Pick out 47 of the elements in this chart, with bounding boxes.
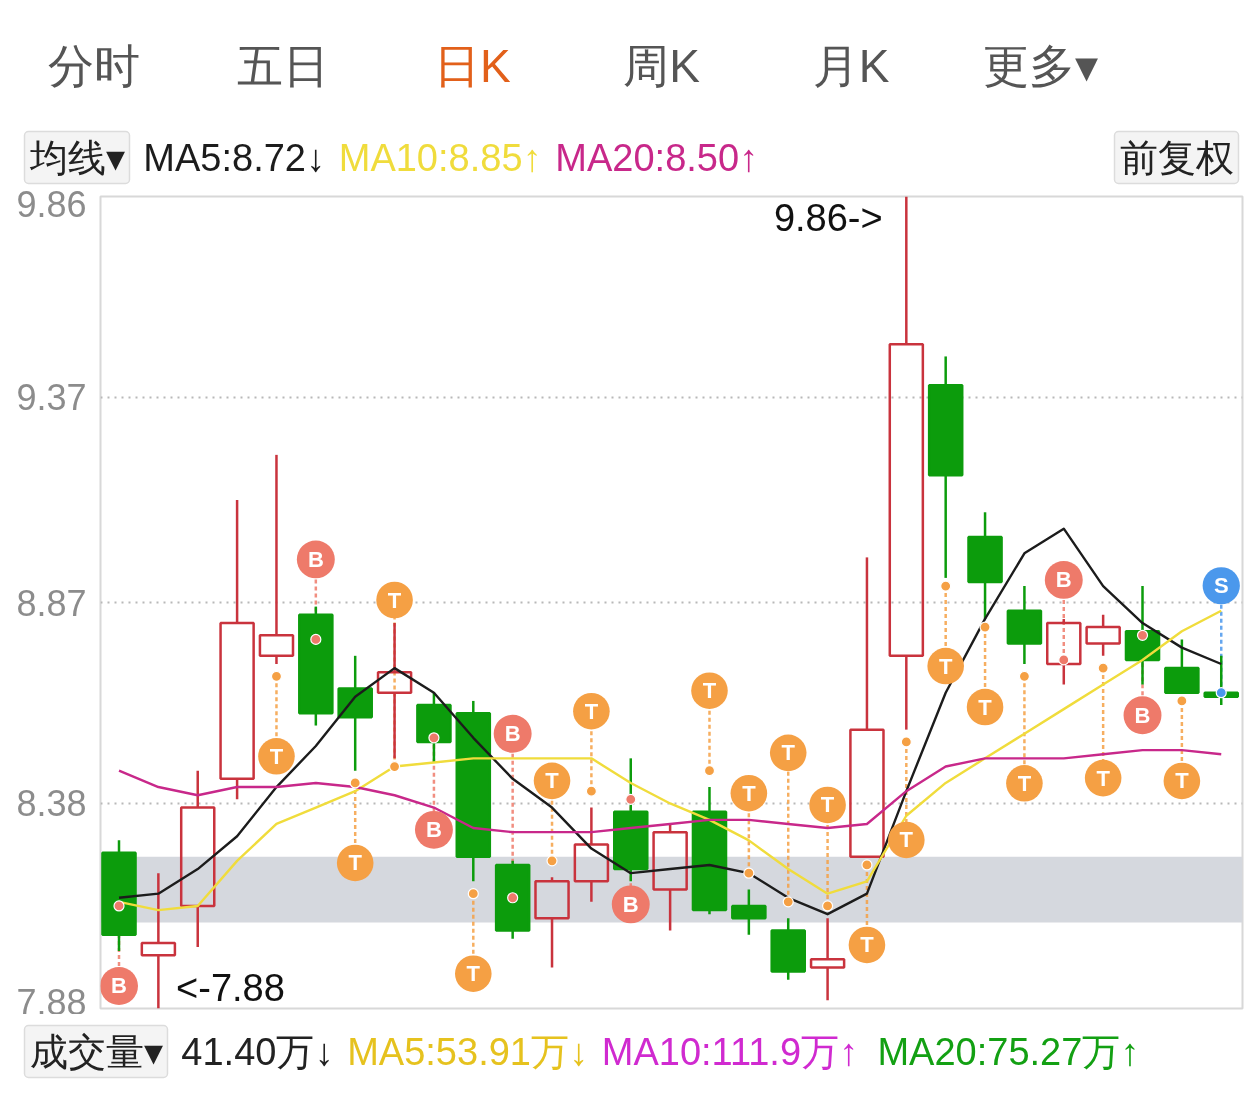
text: T (781, 740, 795, 766)
y-tick-label: 9.86 (16, 183, 87, 225)
y-tick-label: 8.87 (16, 582, 87, 624)
annotation: <-7.88 (176, 966, 285, 1009)
text: 成交量▾ (29, 1030, 163, 1073)
text: T (466, 961, 481, 987)
text: MA20:75.27万↑ (877, 1030, 1140, 1073)
text: T (702, 678, 717, 704)
text: MA5:53.91万↓ (347, 1030, 588, 1073)
text: T (820, 792, 835, 818)
text: B (504, 721, 521, 747)
text: T (348, 850, 362, 876)
text: MA5:8.72↓ (143, 136, 325, 179)
text: T (1175, 768, 1189, 794)
text: B (1134, 702, 1151, 728)
text: 五日 (236, 39, 329, 92)
text: 月K (812, 39, 890, 92)
y-tick-label: 9.37 (16, 377, 87, 419)
text: 分时 (47, 39, 140, 92)
text: 周K (623, 39, 701, 92)
series-label: T (545, 768, 560, 794)
text: T (742, 780, 756, 806)
text: B (425, 817, 442, 843)
text: B (111, 973, 127, 999)
text: 更多▾ (983, 39, 1098, 92)
text: T (387, 587, 402, 613)
text: MA10:111.9万↑ (601, 1030, 859, 1073)
text: B (307, 546, 324, 572)
text: T (1096, 765, 1110, 791)
text: T (1017, 770, 1032, 796)
text: MA10:8.85↑ (338, 136, 542, 179)
text: 均线▾ (28, 136, 125, 179)
text: T (860, 932, 874, 958)
text: T (978, 694, 992, 720)
text: 41.40万↓ (181, 1030, 334, 1073)
text: 日K (433, 39, 511, 92)
annotation: 9.86-> (773, 196, 883, 239)
text: T (269, 743, 284, 769)
text: T (899, 827, 914, 853)
text: T (938, 653, 953, 679)
text: S (1213, 573, 1229, 599)
text: B (622, 891, 639, 917)
text: T (584, 698, 599, 724)
text: MA20:8.50↑ (555, 136, 759, 179)
text: B (1055, 567, 1072, 593)
y-tick-label: 8.38 (16, 783, 87, 825)
text: 前复权 (1119, 136, 1234, 179)
